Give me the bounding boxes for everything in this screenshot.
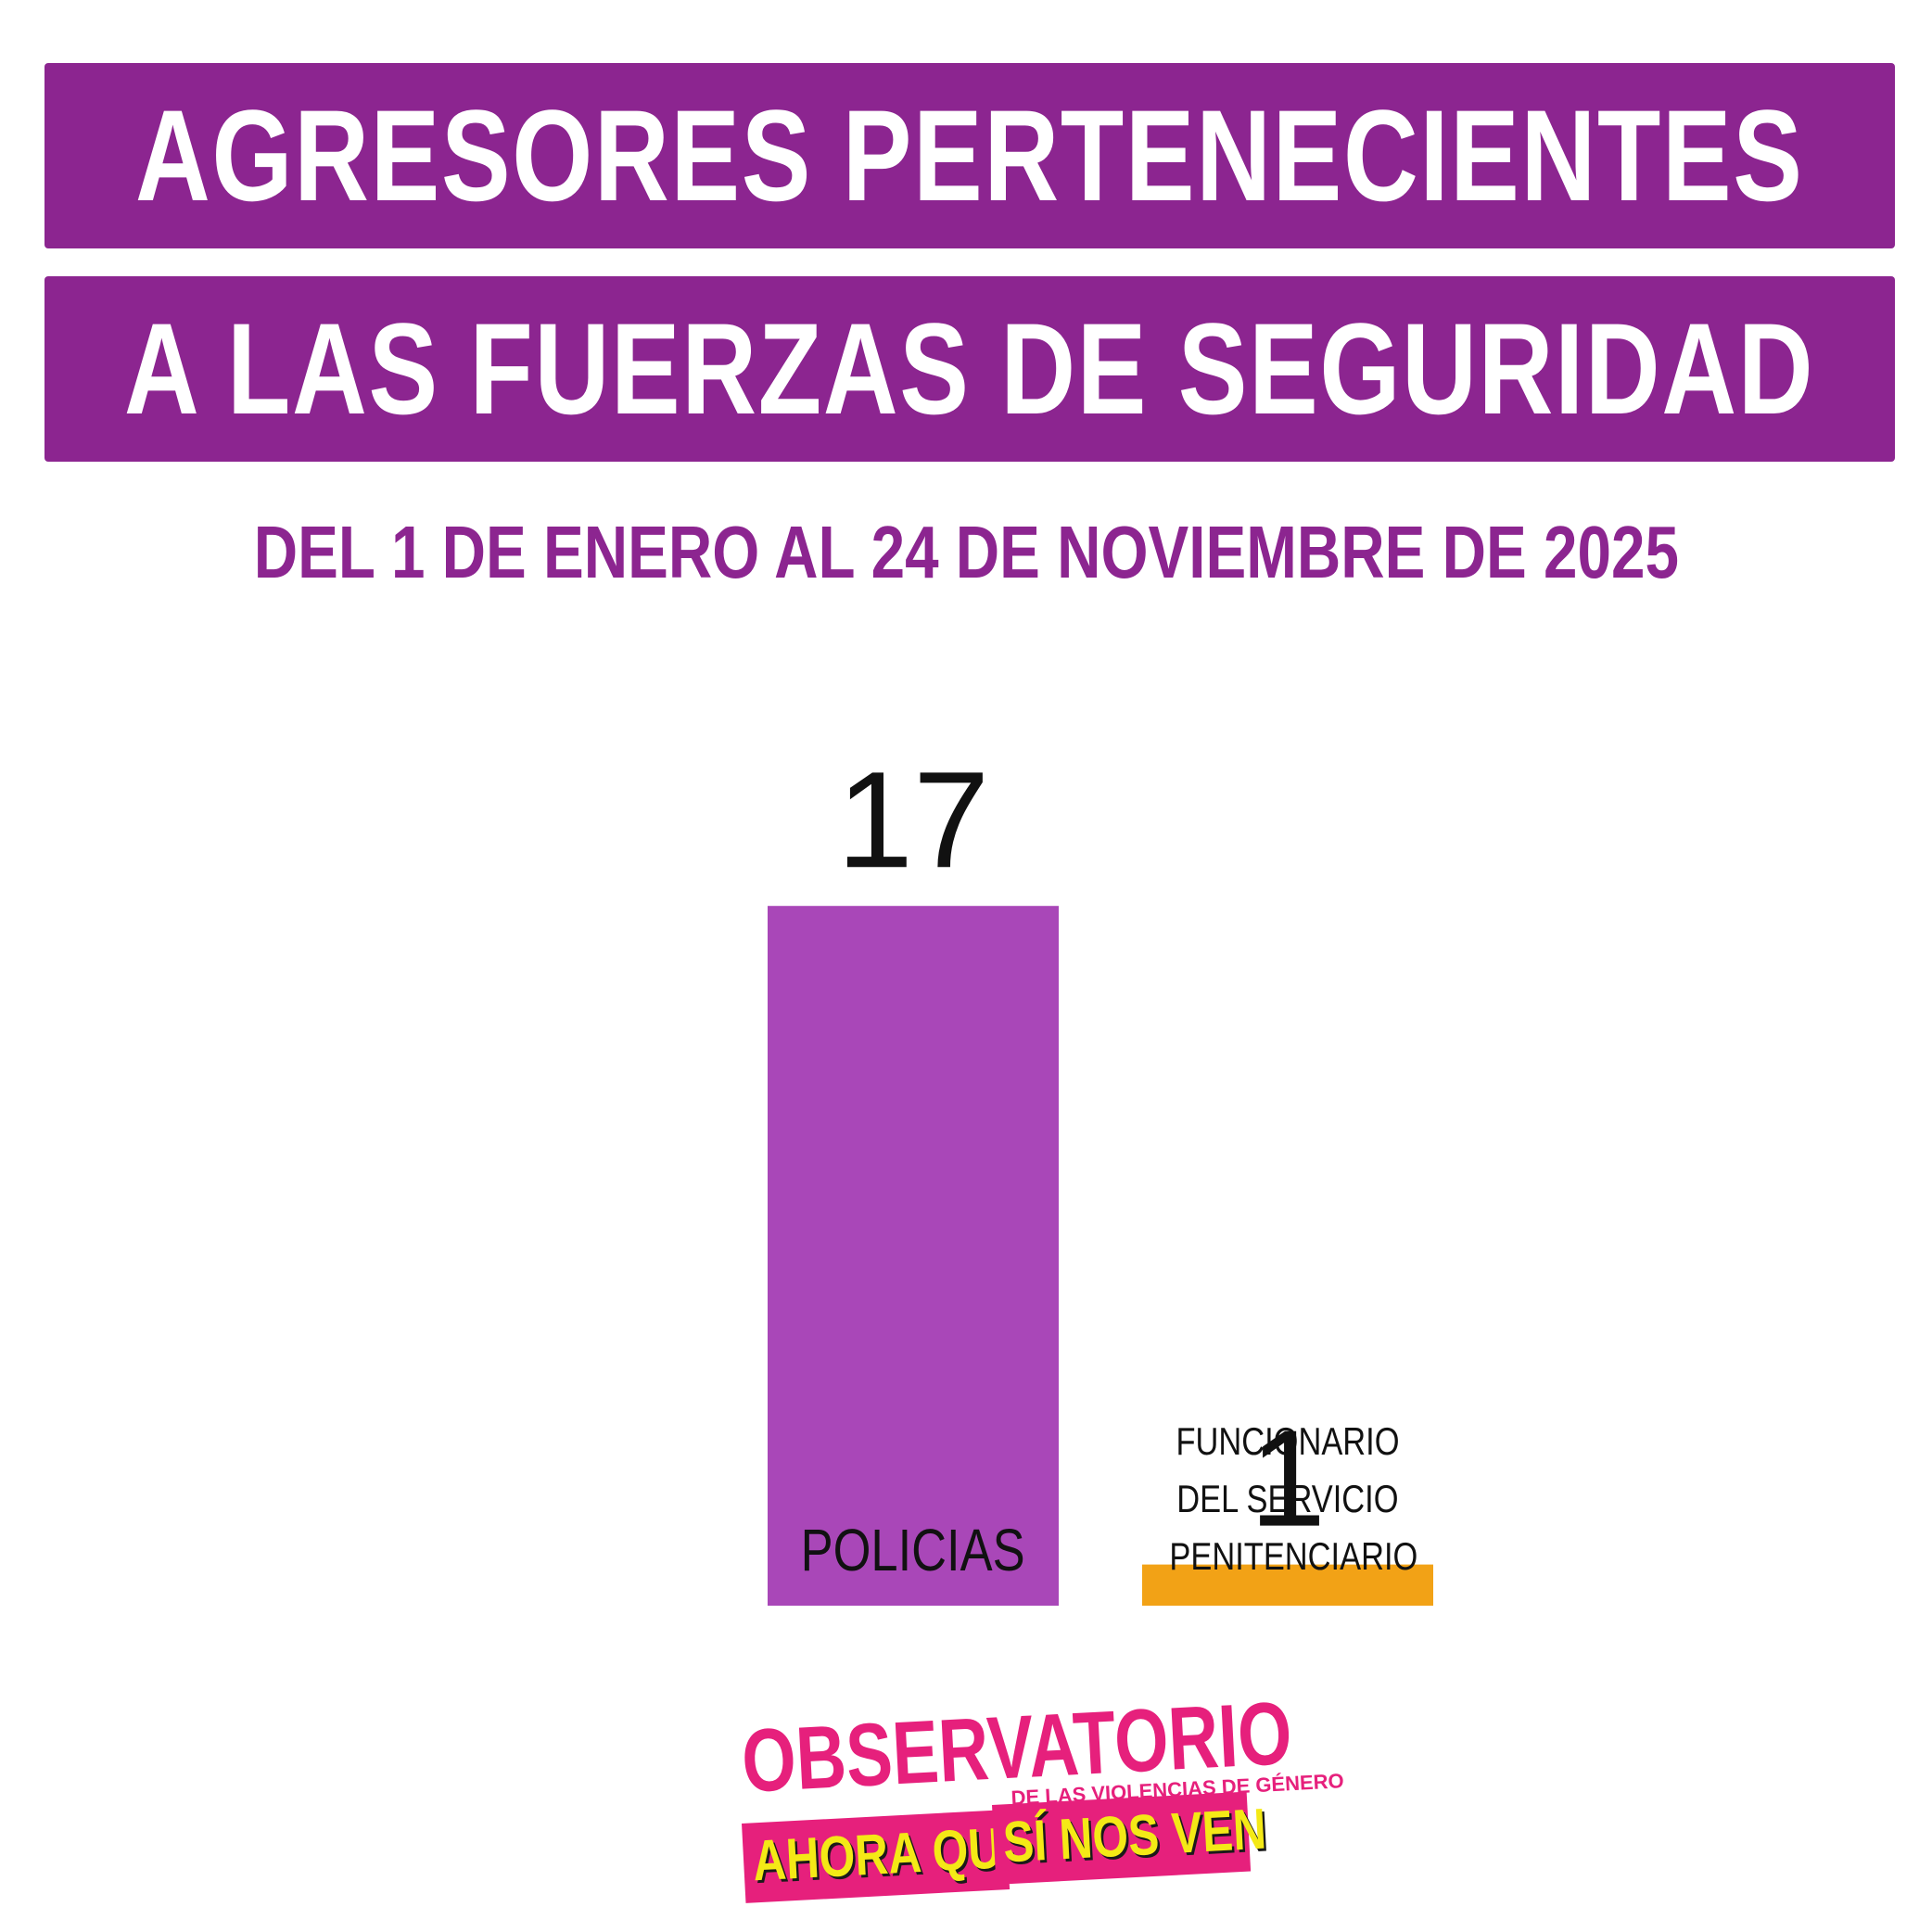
- title-banner-2: A LAS FUERZAS DE SEGURIDAD: [44, 276, 1895, 462]
- subtitle-text: DEL 1 DE ENERO AL 24 DE NOVIEMBRE DE 202…: [253, 511, 1679, 593]
- value-label-funcionario: 1: [1250, 1403, 1326, 1556]
- logo-band-right-text: SÍ NOS VEN: [1001, 1797, 1268, 1875]
- title-banner-1: AGRESORES PERTENECIENTES: [44, 63, 1895, 248]
- category-label-line: FUNCIONARIO: [1176, 1419, 1400, 1463]
- logo-band-left-text: AHORA QUE: [751, 1814, 1034, 1894]
- category-label-line: POLICIAS: [800, 1517, 1026, 1583]
- date-range-subtitle: DEL 1 DE ENERO AL 24 DE NOVIEMBRE DE 202…: [0, 508, 1932, 597]
- observatorio-logo: OBSERVATORIO DE LAS VIOLENCIAS DE GÉNERO…: [732, 1684, 1344, 1914]
- category-label-policias: POLICIAS: [768, 1513, 1059, 1587]
- title-line-1: AGRESORES PERTENECIENTES: [135, 83, 1804, 228]
- logo-band-left: AHORA QUE: [742, 1810, 1034, 1903]
- category-label-line: PENITENCIARIO: [1169, 1534, 1418, 1578]
- logo-band-right: SÍ NOS VEN: [992, 1791, 1267, 1885]
- category-label-funcionario: FUNCIONARIO DEL SERVICIO PENITENCIARIO: [1142, 1413, 1433, 1585]
- value-label-policias: 17: [837, 744, 990, 896]
- bar-funcionario: [1142, 1564, 1433, 1606]
- category-label-line: DEL SERVICIO: [1176, 1477, 1399, 1520]
- bar-policias: [768, 906, 1059, 1606]
- title-line-2: A LAS FUERZAS DE SEGURIDAD: [124, 296, 1815, 441]
